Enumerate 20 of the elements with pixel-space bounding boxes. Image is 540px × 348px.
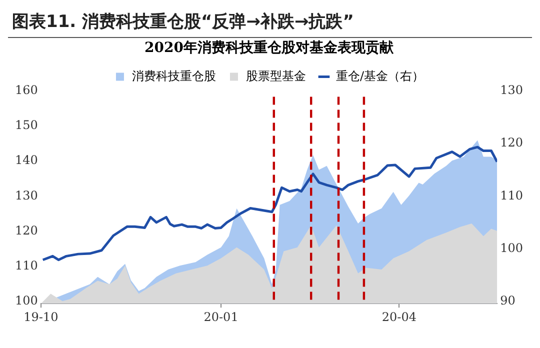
y-tick-label: 120 xyxy=(15,223,38,238)
x-tick-label: 20-01 xyxy=(204,310,238,324)
y-tick-label: 160 xyxy=(15,82,38,97)
y-tick-label: 140 xyxy=(15,153,38,168)
legend-label: 股票型基金 xyxy=(246,68,306,83)
y2-tick-label: 100 xyxy=(500,241,523,256)
chart-title: 图表11. 消费科技重仓股“反弹→补跌→抗跌” xyxy=(8,8,532,38)
y-tick-label: 130 xyxy=(15,188,38,202)
x-tick-label: 20-04 xyxy=(382,310,417,324)
y-tick-label: 100 xyxy=(15,294,38,308)
y2-tick-label: 130 xyxy=(500,82,523,97)
y2-tick-label: 120 xyxy=(500,136,523,150)
y-tick-label: 110 xyxy=(15,258,38,273)
legend-label: 重仓/基金（右） xyxy=(336,68,424,83)
chart-subtitle: 2020年消费科技重仓股对基金表现贡献 xyxy=(144,40,394,56)
y2-tick-label: 110 xyxy=(500,188,523,202)
y2-tick-label: 90 xyxy=(500,294,516,308)
x-tick-label: 19-10 xyxy=(24,310,58,324)
legend-label: 消费科技重仓股 xyxy=(132,68,216,83)
y-tick-label: 150 xyxy=(15,118,38,132)
